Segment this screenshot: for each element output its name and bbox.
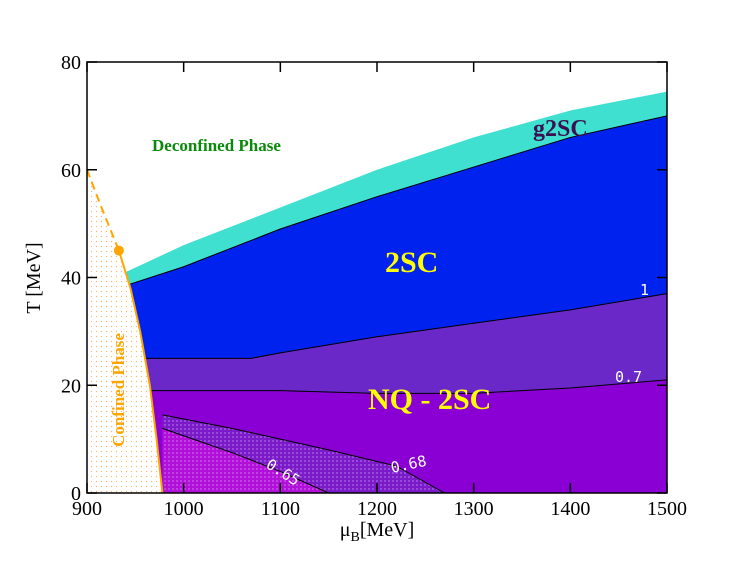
y-tick-label: 0 xyxy=(71,483,81,505)
x-tick-label: 1200 xyxy=(357,498,397,520)
region-boundary xyxy=(149,379,668,394)
region-boundary xyxy=(162,427,329,494)
region-texture xyxy=(162,414,667,493)
x-axis-label: μB[MeV] xyxy=(340,519,415,545)
y-tick-label: 20 xyxy=(61,375,81,397)
x-label-symbol: μ xyxy=(340,519,351,541)
confined-boundary xyxy=(117,250,164,494)
region-texture xyxy=(162,428,667,493)
plot-area: 900 1000 1100 1200 1300 1400 1500 0 20 40 60 80 μB[M… xyxy=(23,52,687,545)
phase-label: g2SC xyxy=(533,116,588,142)
x-label-sub: B xyxy=(350,530,359,545)
confined-fill xyxy=(87,169,163,493)
contour-label: 0.7 xyxy=(615,368,642,386)
region-boundary xyxy=(133,293,668,359)
x-tick-label: 900 xyxy=(72,498,102,520)
region-boundary xyxy=(125,115,668,287)
confined-boundary-dashed xyxy=(86,169,120,251)
phase-label: Deconfined Phase xyxy=(152,136,281,155)
x-tick-label: 1300 xyxy=(454,498,494,520)
region-boundary xyxy=(162,414,445,494)
y-tick-label: 80 xyxy=(61,52,81,74)
x-tick-label: 1400 xyxy=(550,498,590,520)
y-tick-label: 40 xyxy=(61,268,81,290)
x-tick-label: 1500 xyxy=(647,498,687,520)
y-axis-label: T [MeV] xyxy=(23,242,45,313)
x-tick-label: 1100 xyxy=(261,498,300,520)
x-tick-label: 1000 xyxy=(164,498,204,520)
phase-label: 2SC xyxy=(385,246,438,279)
critical-point xyxy=(113,245,124,256)
x-label-unit: [MeV] xyxy=(360,519,414,541)
y-tick-label: 60 xyxy=(61,160,81,182)
phase-label: Confined Phase xyxy=(109,333,128,447)
contour-label: 1 xyxy=(640,281,649,299)
phase-label: NQ - 2SC xyxy=(368,383,491,416)
